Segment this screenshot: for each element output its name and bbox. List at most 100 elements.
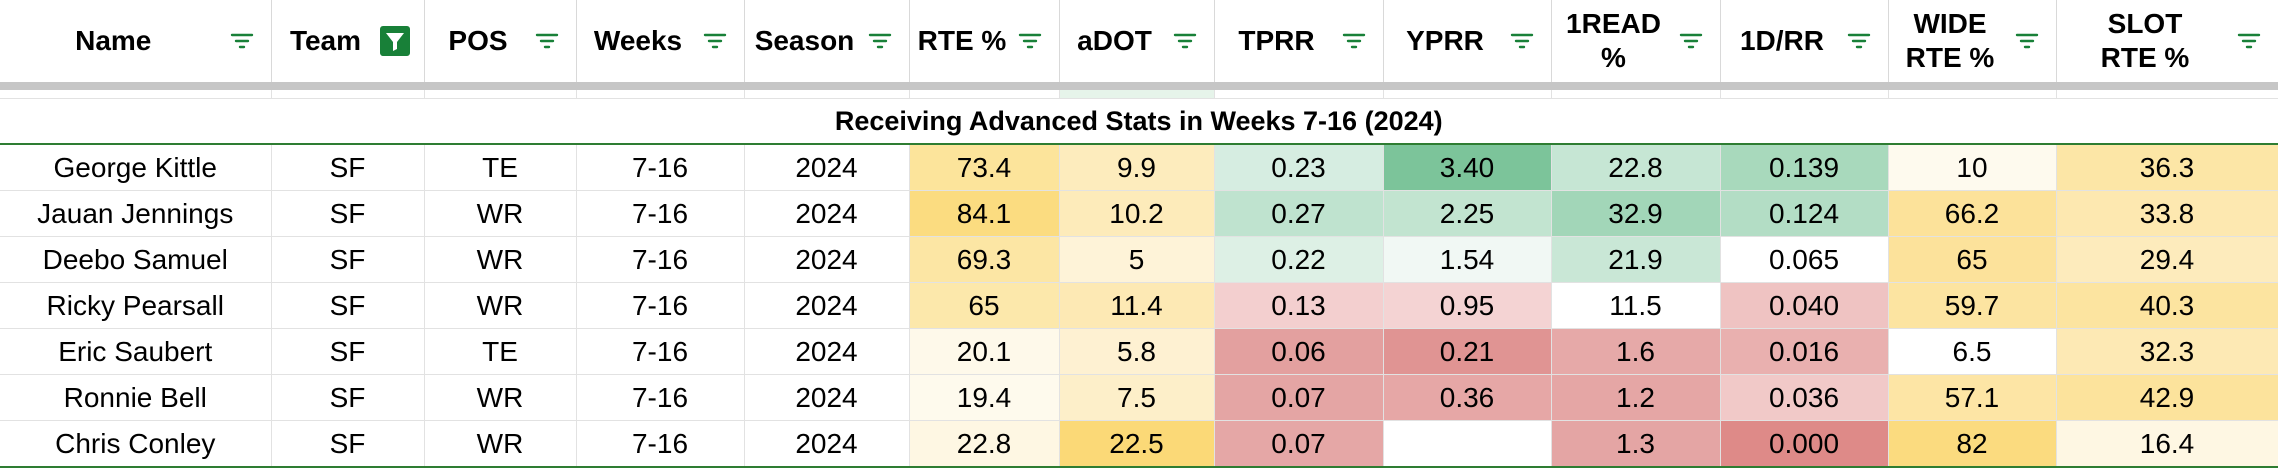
column-header-rte[interactable]: RTE % [909, 0, 1060, 90]
cell-name[interactable]: Ricky Pearsall [0, 282, 272, 329]
cell-fdrr[interactable]: 0.040 [1720, 282, 1889, 329]
cell[interactable] [1720, 86, 1889, 99]
cell-pos[interactable]: WR [424, 420, 577, 468]
filter-lines-icon[interactable] [1507, 26, 1537, 56]
cell-weeks[interactable]: 7-16 [576, 282, 745, 329]
cell-wide[interactable]: 57.1 [1888, 374, 2057, 421]
cell-tprr[interactable]: 0.27 [1214, 190, 1384, 237]
cell-weeks[interactable]: 7-16 [576, 190, 745, 237]
cell-slot[interactable]: 42.9 [2056, 374, 2278, 421]
cell-tprr[interactable]: 0.13 [1214, 282, 1384, 329]
column-header-team[interactable]: Team [271, 0, 425, 90]
cell-weeks[interactable]: 7-16 [576, 328, 745, 375]
cell-fdrr[interactable]: 0.016 [1720, 328, 1889, 375]
cell[interactable] [1383, 86, 1552, 99]
cell-yprr[interactable] [1383, 420, 1552, 468]
cell-name[interactable]: Jauan Jennings [0, 190, 272, 237]
cell-fdrr[interactable]: 0.036 [1720, 374, 1889, 421]
cell-rte[interactable]: 19.4 [909, 374, 1060, 421]
cell-team[interactable]: SF [271, 236, 425, 283]
filter-lines-icon[interactable] [700, 26, 730, 56]
column-header-tprr[interactable]: TPRR [1214, 0, 1384, 90]
cell-tprr[interactable]: 0.23 [1214, 144, 1384, 191]
cell-team[interactable]: SF [271, 144, 425, 191]
cell-oneread[interactable]: 1.2 [1551, 374, 1721, 421]
cell[interactable] [424, 86, 577, 99]
column-header-adot[interactable]: aDOT [1059, 0, 1215, 90]
cell-season[interactable]: 2024 [744, 236, 910, 283]
cell-oneread[interactable]: 11.5 [1551, 282, 1721, 329]
cell-rte[interactable]: 22.8 [909, 420, 1060, 468]
cell-adot[interactable]: 22.5 [1059, 420, 1215, 468]
cell[interactable] [909, 86, 1060, 99]
cell-adot[interactable]: 5.8 [1059, 328, 1215, 375]
cell-wide[interactable]: 65 [1888, 236, 2057, 283]
cell-tprr[interactable]: 0.07 [1214, 374, 1384, 421]
cell-weeks[interactable]: 7-16 [576, 236, 745, 283]
cell-adot[interactable]: 5 [1059, 236, 1215, 283]
column-header-slot[interactable]: SLOT RTE % [2056, 0, 2278, 90]
cell-tprr[interactable]: 0.07 [1214, 420, 1384, 468]
cell-slot[interactable]: 29.4 [2056, 236, 2278, 283]
cell-season[interactable]: 2024 [744, 144, 910, 191]
cell-yprr[interactable]: 2.25 [1383, 190, 1552, 237]
cell-oneread[interactable]: 1.3 [1551, 420, 1721, 468]
cell-team[interactable]: SF [271, 420, 425, 468]
column-header-pos[interactable]: POS [424, 0, 577, 90]
cell-adot[interactable]: 10.2 [1059, 190, 1215, 237]
column-header-weeks[interactable]: Weeks [576, 0, 745, 90]
cell[interactable] [271, 86, 425, 99]
cell-wide[interactable]: 10 [1888, 144, 2057, 191]
cell[interactable] [1888, 86, 2057, 99]
cell-name[interactable]: Chris Conley [0, 420, 272, 468]
funnel-filter-icon[interactable] [379, 26, 410, 56]
cell[interactable] [2056, 86, 2278, 99]
cell-team[interactable]: SF [271, 282, 425, 329]
cell-season[interactable]: 2024 [744, 190, 910, 237]
cell-rte[interactable]: 65 [909, 282, 1060, 329]
cell-fdrr[interactable]: 0.000 [1720, 420, 1889, 468]
cell[interactable] [576, 86, 745, 99]
cell-adot[interactable]: 7.5 [1059, 374, 1215, 421]
cell[interactable] [1059, 86, 1215, 99]
cell-rte[interactable]: 20.1 [909, 328, 1060, 375]
cell-rte[interactable]: 73.4 [909, 144, 1060, 191]
filter-lines-icon[interactable] [1015, 26, 1045, 56]
filter-lines-icon[interactable] [1676, 26, 1706, 56]
cell-wide[interactable]: 82 [1888, 420, 2057, 468]
column-header-fdrr[interactable]: 1D/RR [1720, 0, 1889, 90]
cell-pos[interactable]: TE [424, 144, 577, 191]
cell-oneread[interactable]: 22.8 [1551, 144, 1721, 191]
filter-lines-icon[interactable] [227, 26, 257, 56]
cell-season[interactable]: 2024 [744, 282, 910, 329]
cell-rte[interactable]: 69.3 [909, 236, 1060, 283]
cell-oneread[interactable]: 21.9 [1551, 236, 1721, 283]
cell[interactable] [744, 86, 910, 99]
cell-team[interactable]: SF [271, 190, 425, 237]
cell-wide[interactable]: 6.5 [1888, 328, 2057, 375]
cell-team[interactable]: SF [271, 374, 425, 421]
filter-lines-icon[interactable] [1844, 26, 1874, 56]
column-header-name[interactable]: Name [0, 0, 272, 90]
cell-pos[interactable]: WR [424, 374, 577, 421]
cell-name[interactable]: Deebo Samuel [0, 236, 272, 283]
cell-adot[interactable]: 9.9 [1059, 144, 1215, 191]
cell-tprr[interactable]: 0.22 [1214, 236, 1384, 283]
cell-slot[interactable]: 36.3 [2056, 144, 2278, 191]
cell-weeks[interactable]: 7-16 [576, 374, 745, 421]
filter-lines-icon[interactable] [2234, 26, 2264, 56]
cell-yprr[interactable]: 0.21 [1383, 328, 1552, 375]
cell-wide[interactable]: 66.2 [1888, 190, 2057, 237]
filter-lines-icon[interactable] [865, 26, 895, 56]
column-header-oneread[interactable]: 1READ % [1551, 0, 1721, 90]
cell-team[interactable]: SF [271, 328, 425, 375]
cell-slot[interactable]: 40.3 [2056, 282, 2278, 329]
cell-fdrr[interactable]: 0.139 [1720, 144, 1889, 191]
cell-rte[interactable]: 84.1 [909, 190, 1060, 237]
filter-lines-icon[interactable] [1170, 26, 1200, 56]
cell-adot[interactable]: 11.4 [1059, 282, 1215, 329]
cell-yprr[interactable]: 0.95 [1383, 282, 1552, 329]
sheet-title[interactable]: Receiving Advanced Stats in Weeks 7-16 (… [0, 98, 2278, 145]
cell-yprr[interactable]: 3.40 [1383, 144, 1552, 191]
cell[interactable] [1551, 86, 1721, 99]
